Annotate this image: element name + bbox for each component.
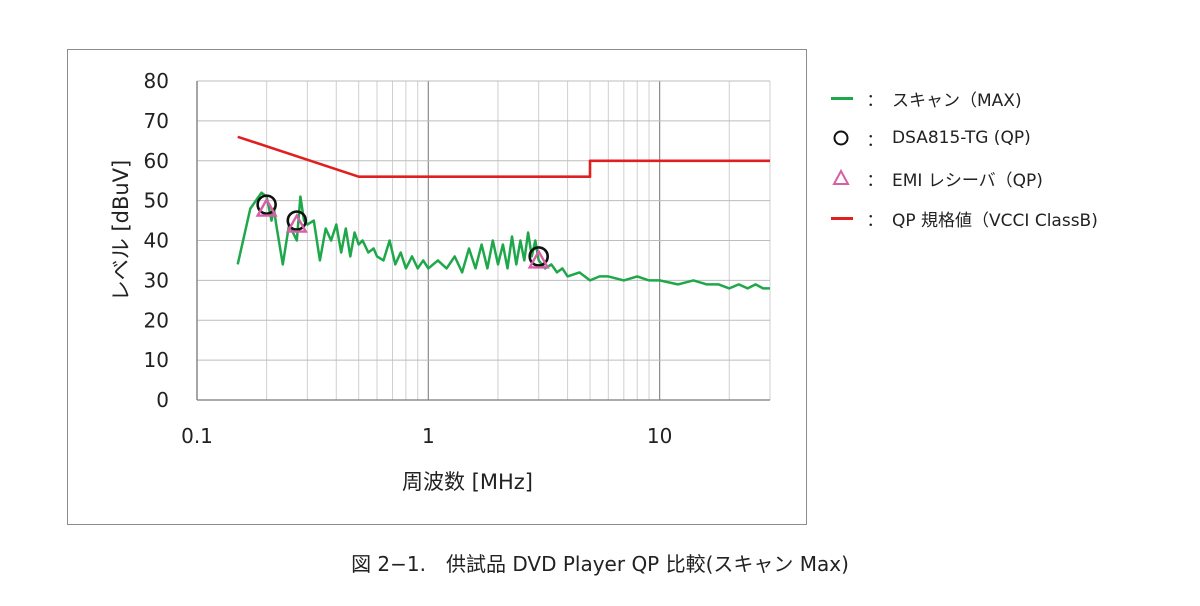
y-axis-title: レベル [dBuV] (109, 160, 133, 301)
legend-colon: ： (866, 210, 884, 231)
y-tick-label: 70 (144, 109, 169, 133)
y-tick-label: 0 (156, 388, 169, 412)
x-tick-label: 1 (422, 424, 435, 448)
data-point-triangle (527, 248, 550, 269)
legend-label-dsa815: DSA815-TG (QP) (892, 128, 1031, 148)
legend-label-qp-limit: QP 規格値（VCCI ClassB) (892, 210, 1098, 231)
y-tick-label: 10 (144, 348, 169, 372)
legend-colon: ： (866, 130, 884, 151)
legend-item-dsa815: ： DSA815-TG (QP) (828, 118, 1098, 158)
series-line-scan (236, 191, 770, 290)
legend-line-icon (828, 88, 858, 108)
legend-triangle-icon (828, 168, 858, 188)
data-point-circle (256, 194, 277, 215)
legend-item-emi-receiver: ： EMI レシーバ（QP) (828, 158, 1098, 198)
legend-circle-icon (828, 128, 858, 148)
data-point-circle (286, 210, 308, 231)
legend: ： スキャン（MAX) ： DSA815-TG (QP) ： EMI レシーバ（… (828, 78, 1098, 238)
legend-label-emi-receiver: EMI レシーバ（QP) (892, 170, 1043, 191)
chart-frame (67, 49, 807, 525)
figure-caption: 図 2−1. 供試品 DVD Player QP 比較(スキャン Max) (351, 552, 849, 576)
x-tick-label: 10 (647, 424, 672, 448)
y-tick-label: 40 (144, 229, 169, 253)
legend-colon: ： (866, 170, 884, 191)
y-tick-label: 30 (144, 268, 169, 292)
data-point-triangle (255, 197, 278, 217)
y-tick-label: 20 (144, 308, 169, 332)
data-point-triangle (285, 213, 308, 233)
legend-line-icon (828, 208, 858, 228)
x-axis-title: 周波数 [MHz] (402, 470, 533, 494)
legend-item-qp-limit: ： QP 規格値（VCCI ClassB) (828, 198, 1098, 238)
legend-label-scan: スキャン（MAX) (892, 90, 1022, 111)
x-tick-label: 0.1 (181, 424, 213, 448)
legend-item-scan: ： スキャン（MAX) (828, 78, 1098, 118)
legend-colon: ： (866, 90, 884, 111)
series-line-qp-limit (237, 135, 770, 178)
y-tick-label: 80 (144, 69, 169, 93)
y-tick-label: 60 (144, 149, 169, 173)
y-tick-label: 50 (144, 189, 169, 213)
data-point-circle (528, 246, 549, 267)
